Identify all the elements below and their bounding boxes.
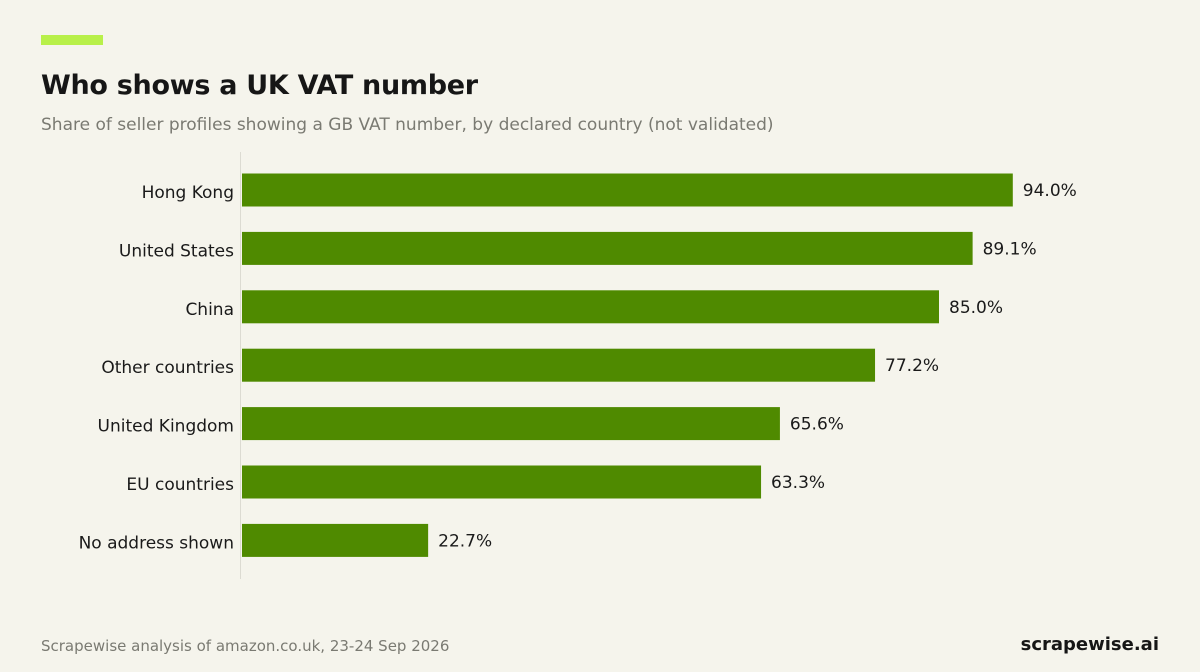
category-label: China	[185, 300, 234, 320]
source-note: Scrapewise analysis of amazon.co.uk, 23-…	[41, 637, 450, 655]
bar	[242, 407, 780, 441]
category-label: EU countries	[126, 475, 234, 495]
bar	[242, 231, 973, 265]
value-label: 94.0%	[1023, 181, 1077, 201]
value-label: 63.3%	[771, 473, 825, 493]
category-label: United Kingdom	[98, 417, 234, 437]
bar	[242, 173, 1013, 207]
bar	[242, 523, 429, 557]
value-label: 85.0%	[949, 298, 1003, 318]
bar	[242, 348, 876, 382]
bar	[242, 290, 939, 324]
chart-subtitle: Share of seller profiles showing a GB VA…	[41, 115, 774, 135]
chart-title: Who shows a UK VAT number	[41, 70, 478, 101]
category-label: Other countries	[101, 358, 234, 378]
value-label: 22.7%	[438, 531, 492, 551]
accent-bar	[41, 35, 103, 45]
bar-chart: Hong Kong 94.0% United States 89.1% China 85.…	[79, 152, 1077, 579]
category-label: United States	[119, 241, 234, 261]
bar	[242, 465, 762, 499]
value-label: 89.1%	[983, 239, 1037, 259]
value-label: 77.2%	[885, 356, 939, 376]
category-label: No address shown	[79, 533, 234, 553]
category-label: Hong Kong	[142, 183, 234, 203]
brand-logo-text: scrapewise.ai	[1020, 634, 1159, 655]
value-label: 65.6%	[790, 415, 844, 435]
